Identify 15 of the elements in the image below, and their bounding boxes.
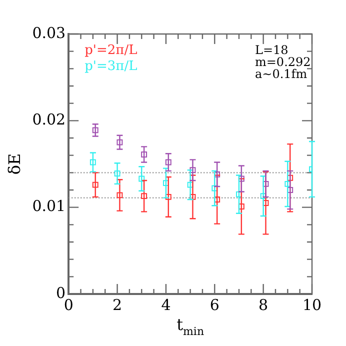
x-tick-label: 10	[302, 296, 322, 314]
text: p'=3π/L	[84, 59, 138, 74]
text: p'=2π/L	[84, 43, 138, 58]
x-tick-label: 6	[210, 296, 220, 314]
x-tick-label: 4	[161, 296, 171, 314]
y-tick-label: 0	[56, 284, 66, 302]
y-tick-label: 0.03	[32, 24, 66, 42]
y-axis-title: δE	[4, 153, 24, 175]
y-tick-label: 0.02	[32, 110, 66, 129]
y-tick-label: 0.01	[32, 197, 66, 216]
annotation: L=18	[255, 43, 288, 57]
x-tick-label: 2	[112, 296, 122, 314]
annotation: m=0.292	[255, 55, 311, 69]
annotation: a~0.1fm	[255, 67, 308, 81]
x-tick-label: 8	[258, 296, 268, 314]
